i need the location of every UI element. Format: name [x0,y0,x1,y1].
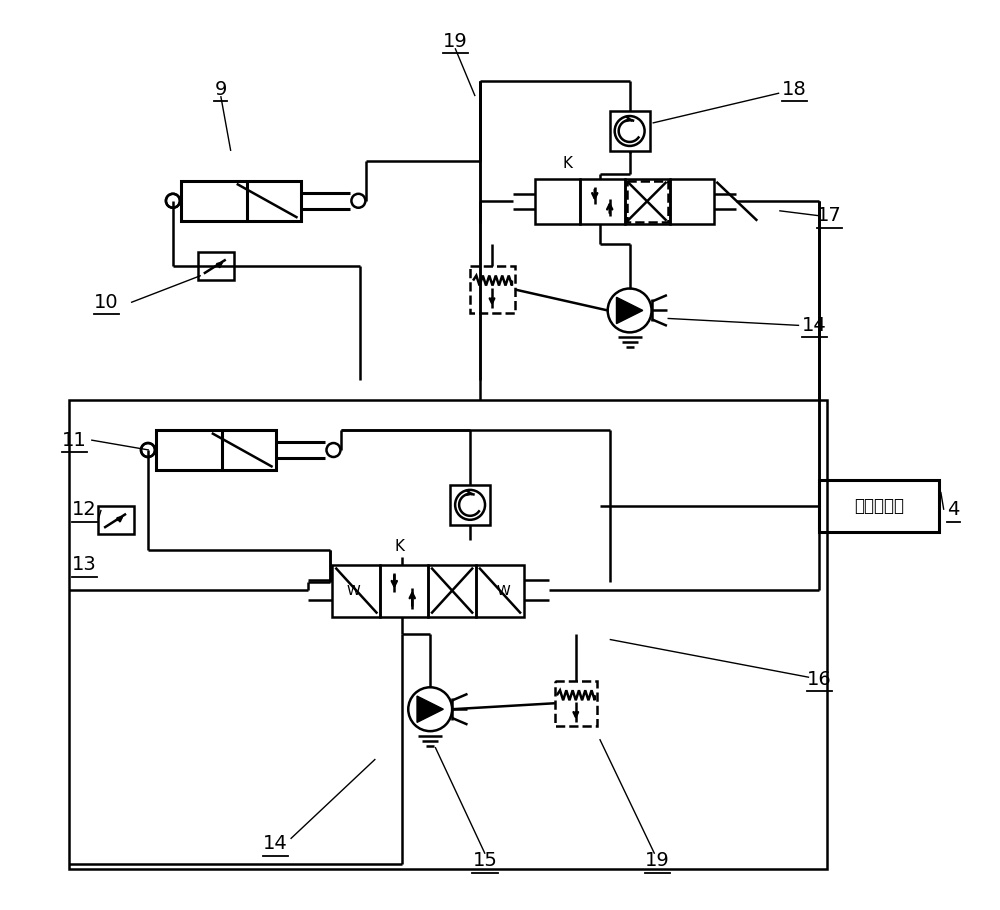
Text: 15: 15 [473,851,497,870]
Text: 14: 14 [263,834,288,854]
Text: 9: 9 [215,79,227,98]
Bar [156,430,276,470]
Bar [819,480,939,531]
Bar [181,181,301,221]
Bar [98,506,134,534]
Bar [470,266,515,313]
Bar [332,565,380,616]
Bar [555,682,597,726]
Text: 17: 17 [817,207,841,226]
Polygon shape [616,298,643,324]
Bar [380,565,428,616]
Text: 12: 12 [72,501,97,520]
Bar [670,179,714,224]
Text: 13: 13 [72,555,97,574]
Text: 16: 16 [807,670,831,689]
Bar [198,252,234,279]
Text: 14: 14 [802,316,826,335]
Text: 19: 19 [443,32,468,51]
Bar [610,111,650,151]
Bar [580,179,625,224]
Text: 10: 10 [94,293,118,312]
Text: 18: 18 [782,79,807,98]
Polygon shape [417,696,443,723]
Bar [535,179,580,224]
Bar [627,181,668,222]
Text: W: W [347,583,360,598]
Text: W: W [496,583,510,598]
Text: 集成控制器: 集成控制器 [854,497,904,515]
Text: 19: 19 [645,851,670,870]
Text: 4: 4 [948,501,960,520]
Bar [428,565,476,616]
Text: 11: 11 [62,430,87,450]
Text: K: K [563,157,573,171]
Bar [476,565,524,616]
Bar [69,400,827,869]
Text: K: K [394,540,404,554]
Bar [625,179,670,224]
Bar [450,485,490,525]
